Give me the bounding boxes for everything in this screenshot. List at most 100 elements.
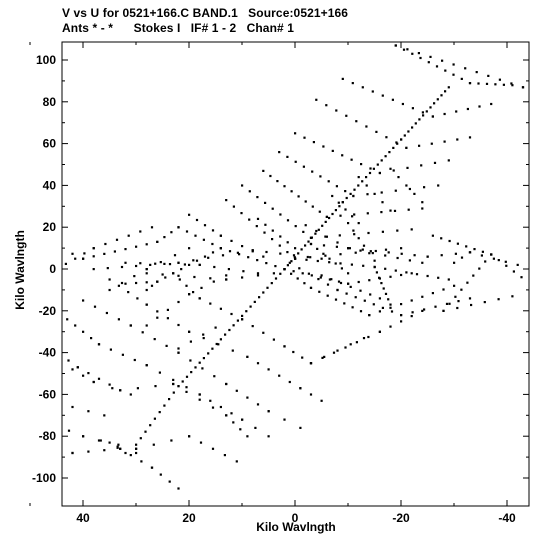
uv-point (192, 259, 195, 262)
uv-point (448, 302, 451, 305)
uv-point (74, 257, 77, 260)
uv-point (99, 439, 102, 442)
uv-point (242, 270, 245, 273)
uv-point (331, 194, 334, 198)
uv-point (139, 230, 142, 233)
uv-point (472, 274, 475, 277)
uv-point (400, 303, 403, 306)
uv-point (87, 372, 90, 375)
uv-point (145, 281, 148, 284)
uv-point (400, 314, 403, 317)
uv-point (397, 176, 400, 179)
uv-point (344, 208, 347, 211)
uv-point (400, 273, 403, 277)
uv-point (369, 293, 372, 296)
uv-point (427, 61, 430, 64)
uv-point (494, 83, 497, 86)
uv-point (341, 154, 344, 157)
uv-point (378, 330, 381, 333)
uv-point (354, 296, 357, 299)
uv-point (71, 368, 74, 371)
uv-point (207, 256, 210, 259)
uv-point (230, 312, 233, 316)
uv-point (198, 297, 201, 300)
uv-point (276, 180, 279, 183)
uv-point (172, 391, 175, 394)
uv-point (389, 325, 392, 328)
uv-point (366, 212, 369, 215)
uv-point (74, 324, 77, 327)
uv-point (194, 234, 197, 237)
uv-point (119, 447, 122, 450)
uv-point (156, 316, 159, 319)
uv-point (371, 90, 374, 93)
uv-point (271, 229, 274, 232)
uv-point (116, 446, 119, 449)
uv-point (253, 300, 256, 303)
uv-point (168, 398, 171, 401)
uv-point (365, 184, 368, 187)
uv-point (214, 326, 217, 329)
uv-point (395, 141, 398, 144)
uv-point (328, 216, 331, 220)
uv-point (391, 98, 394, 101)
uv-point (246, 435, 249, 438)
uv-point (294, 225, 297, 228)
uv-point (115, 238, 119, 241)
uv-point (320, 399, 323, 402)
uv-point (64, 262, 67, 265)
uv-point (225, 278, 228, 281)
data-points (64, 44, 525, 490)
uv-point (159, 473, 162, 476)
uv-point (178, 278, 181, 281)
uv-point (279, 235, 282, 238)
uv-point (315, 229, 318, 233)
uv-point (350, 263, 353, 266)
uv-point (221, 254, 225, 257)
uv-point (170, 439, 173, 442)
uv-point (505, 264, 508, 267)
y-tick-label: 0 (49, 262, 56, 276)
uv-point (400, 138, 403, 141)
uv-point (520, 276, 523, 279)
uv-point (335, 109, 338, 112)
uv-point (465, 245, 468, 248)
uv-point (328, 278, 331, 281)
uv-point (299, 426, 302, 429)
uv-point (460, 288, 463, 291)
uv-point (195, 259, 199, 262)
uv-point (324, 220, 327, 223)
uv-point (203, 224, 207, 227)
uv-point (338, 205, 341, 208)
uv-point (355, 120, 358, 123)
uv-point (421, 295, 424, 298)
uv-point (319, 276, 322, 279)
uv-point (521, 86, 525, 89)
uv-point (396, 256, 399, 260)
uv-point (381, 201, 384, 204)
uv-point (200, 286, 203, 289)
uv-point (135, 443, 138, 446)
uv-point (418, 144, 421, 147)
uv-point (111, 387, 114, 390)
uv-point (415, 273, 419, 276)
uv-point (311, 170, 314, 173)
uv-point (230, 412, 233, 415)
uv-point (286, 241, 289, 244)
uv-point (375, 130, 378, 133)
uv-point (136, 387, 139, 390)
uv-point (408, 259, 411, 262)
uv-point (292, 350, 295, 354)
uv-point (318, 290, 321, 293)
uv-point (351, 215, 354, 218)
uv-point (202, 357, 205, 360)
uv-point (423, 308, 426, 311)
uv-point (410, 272, 413, 275)
uv-point (497, 298, 500, 301)
uv-point (207, 352, 210, 355)
uv-point (454, 252, 457, 255)
uv-point (388, 151, 391, 154)
uv-point (433, 161, 437, 164)
uv-point (256, 403, 260, 406)
uv-point (338, 234, 341, 237)
